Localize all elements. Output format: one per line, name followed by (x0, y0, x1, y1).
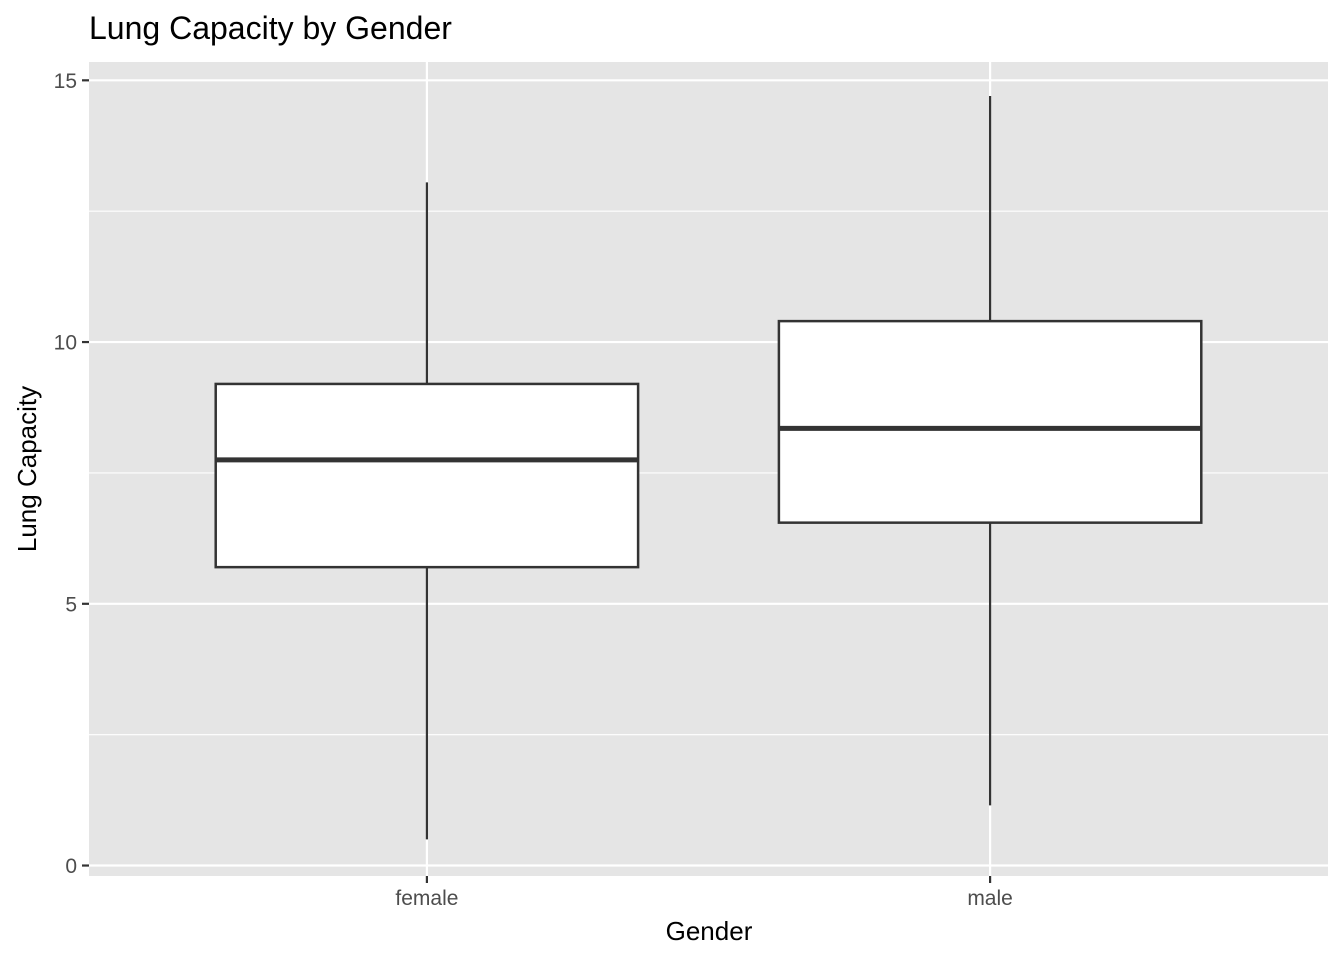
y-tick-label: 0 (65, 855, 77, 878)
x-tick-label-male: male (967, 887, 1013, 910)
box-female (214, 182, 640, 840)
x-axis-title: Gender (666, 916, 753, 946)
y-tick-label: 15 (54, 70, 77, 93)
x-tick-label-female: female (395, 887, 458, 910)
axes: 0 5 10 15 female male (54, 70, 1013, 910)
y-tick-label: 10 (54, 332, 77, 355)
iqr-box (214, 382, 640, 569)
box-series (214, 96, 1203, 840)
y-tick-label: 5 (65, 593, 77, 616)
chart-title: Lung Capacity by Gender (89, 10, 452, 46)
box-male (777, 96, 1203, 806)
iqr-box (777, 319, 1203, 524)
y-axis-title: Lung Capacity (12, 386, 42, 552)
